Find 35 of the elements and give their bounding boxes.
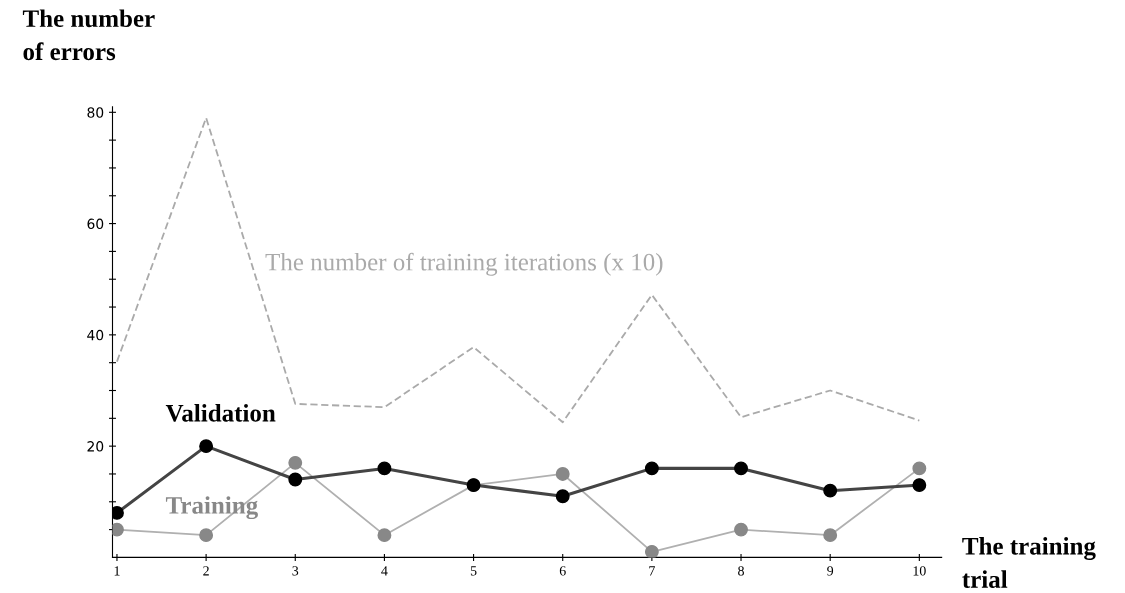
y-tick-label: 20 bbox=[87, 441, 104, 452]
y-tick-label: 40 bbox=[87, 329, 104, 341]
x-tick-label: 2 bbox=[203, 566, 209, 576]
point bbox=[377, 528, 392, 543]
x-tick-label: 1 bbox=[114, 566, 120, 576]
point bbox=[199, 528, 214, 543]
x-axis-title: The training trial bbox=[962, 537, 1096, 588]
y-tick-label: 60 bbox=[87, 218, 104, 230]
point bbox=[288, 472, 303, 487]
series-label: Validation bbox=[165, 404, 276, 422]
x-tick-label: 6 bbox=[559, 566, 566, 576]
y-axis-title: The number of errors bbox=[22, 9, 155, 61]
x-tick-label: 9 bbox=[827, 566, 834, 576]
y-tick-label: 80 bbox=[87, 107, 104, 118]
point bbox=[912, 478, 927, 493]
point bbox=[199, 439, 214, 454]
line-series bbox=[116, 116, 921, 424]
point bbox=[734, 522, 748, 537]
point bbox=[644, 544, 659, 558]
point bbox=[734, 461, 748, 476]
x-tick-label: 10 bbox=[913, 566, 926, 576]
point bbox=[377, 461, 392, 476]
x-tick-label: 7 bbox=[649, 566, 655, 576]
x-tick-label: 4 bbox=[381, 566, 388, 576]
point bbox=[644, 461, 659, 476]
point bbox=[288, 455, 303, 470]
point bbox=[555, 467, 570, 481]
series-label: The number of training iterations (x 10) bbox=[265, 252, 663, 276]
point bbox=[823, 528, 838, 543]
point bbox=[555, 489, 570, 504]
point bbox=[912, 461, 927, 476]
x-tick-label: 8 bbox=[738, 566, 744, 576]
x-tick-label: 5 bbox=[470, 566, 477, 576]
point bbox=[823, 483, 838, 498]
x-tick-label: 3 bbox=[292, 566, 299, 576]
